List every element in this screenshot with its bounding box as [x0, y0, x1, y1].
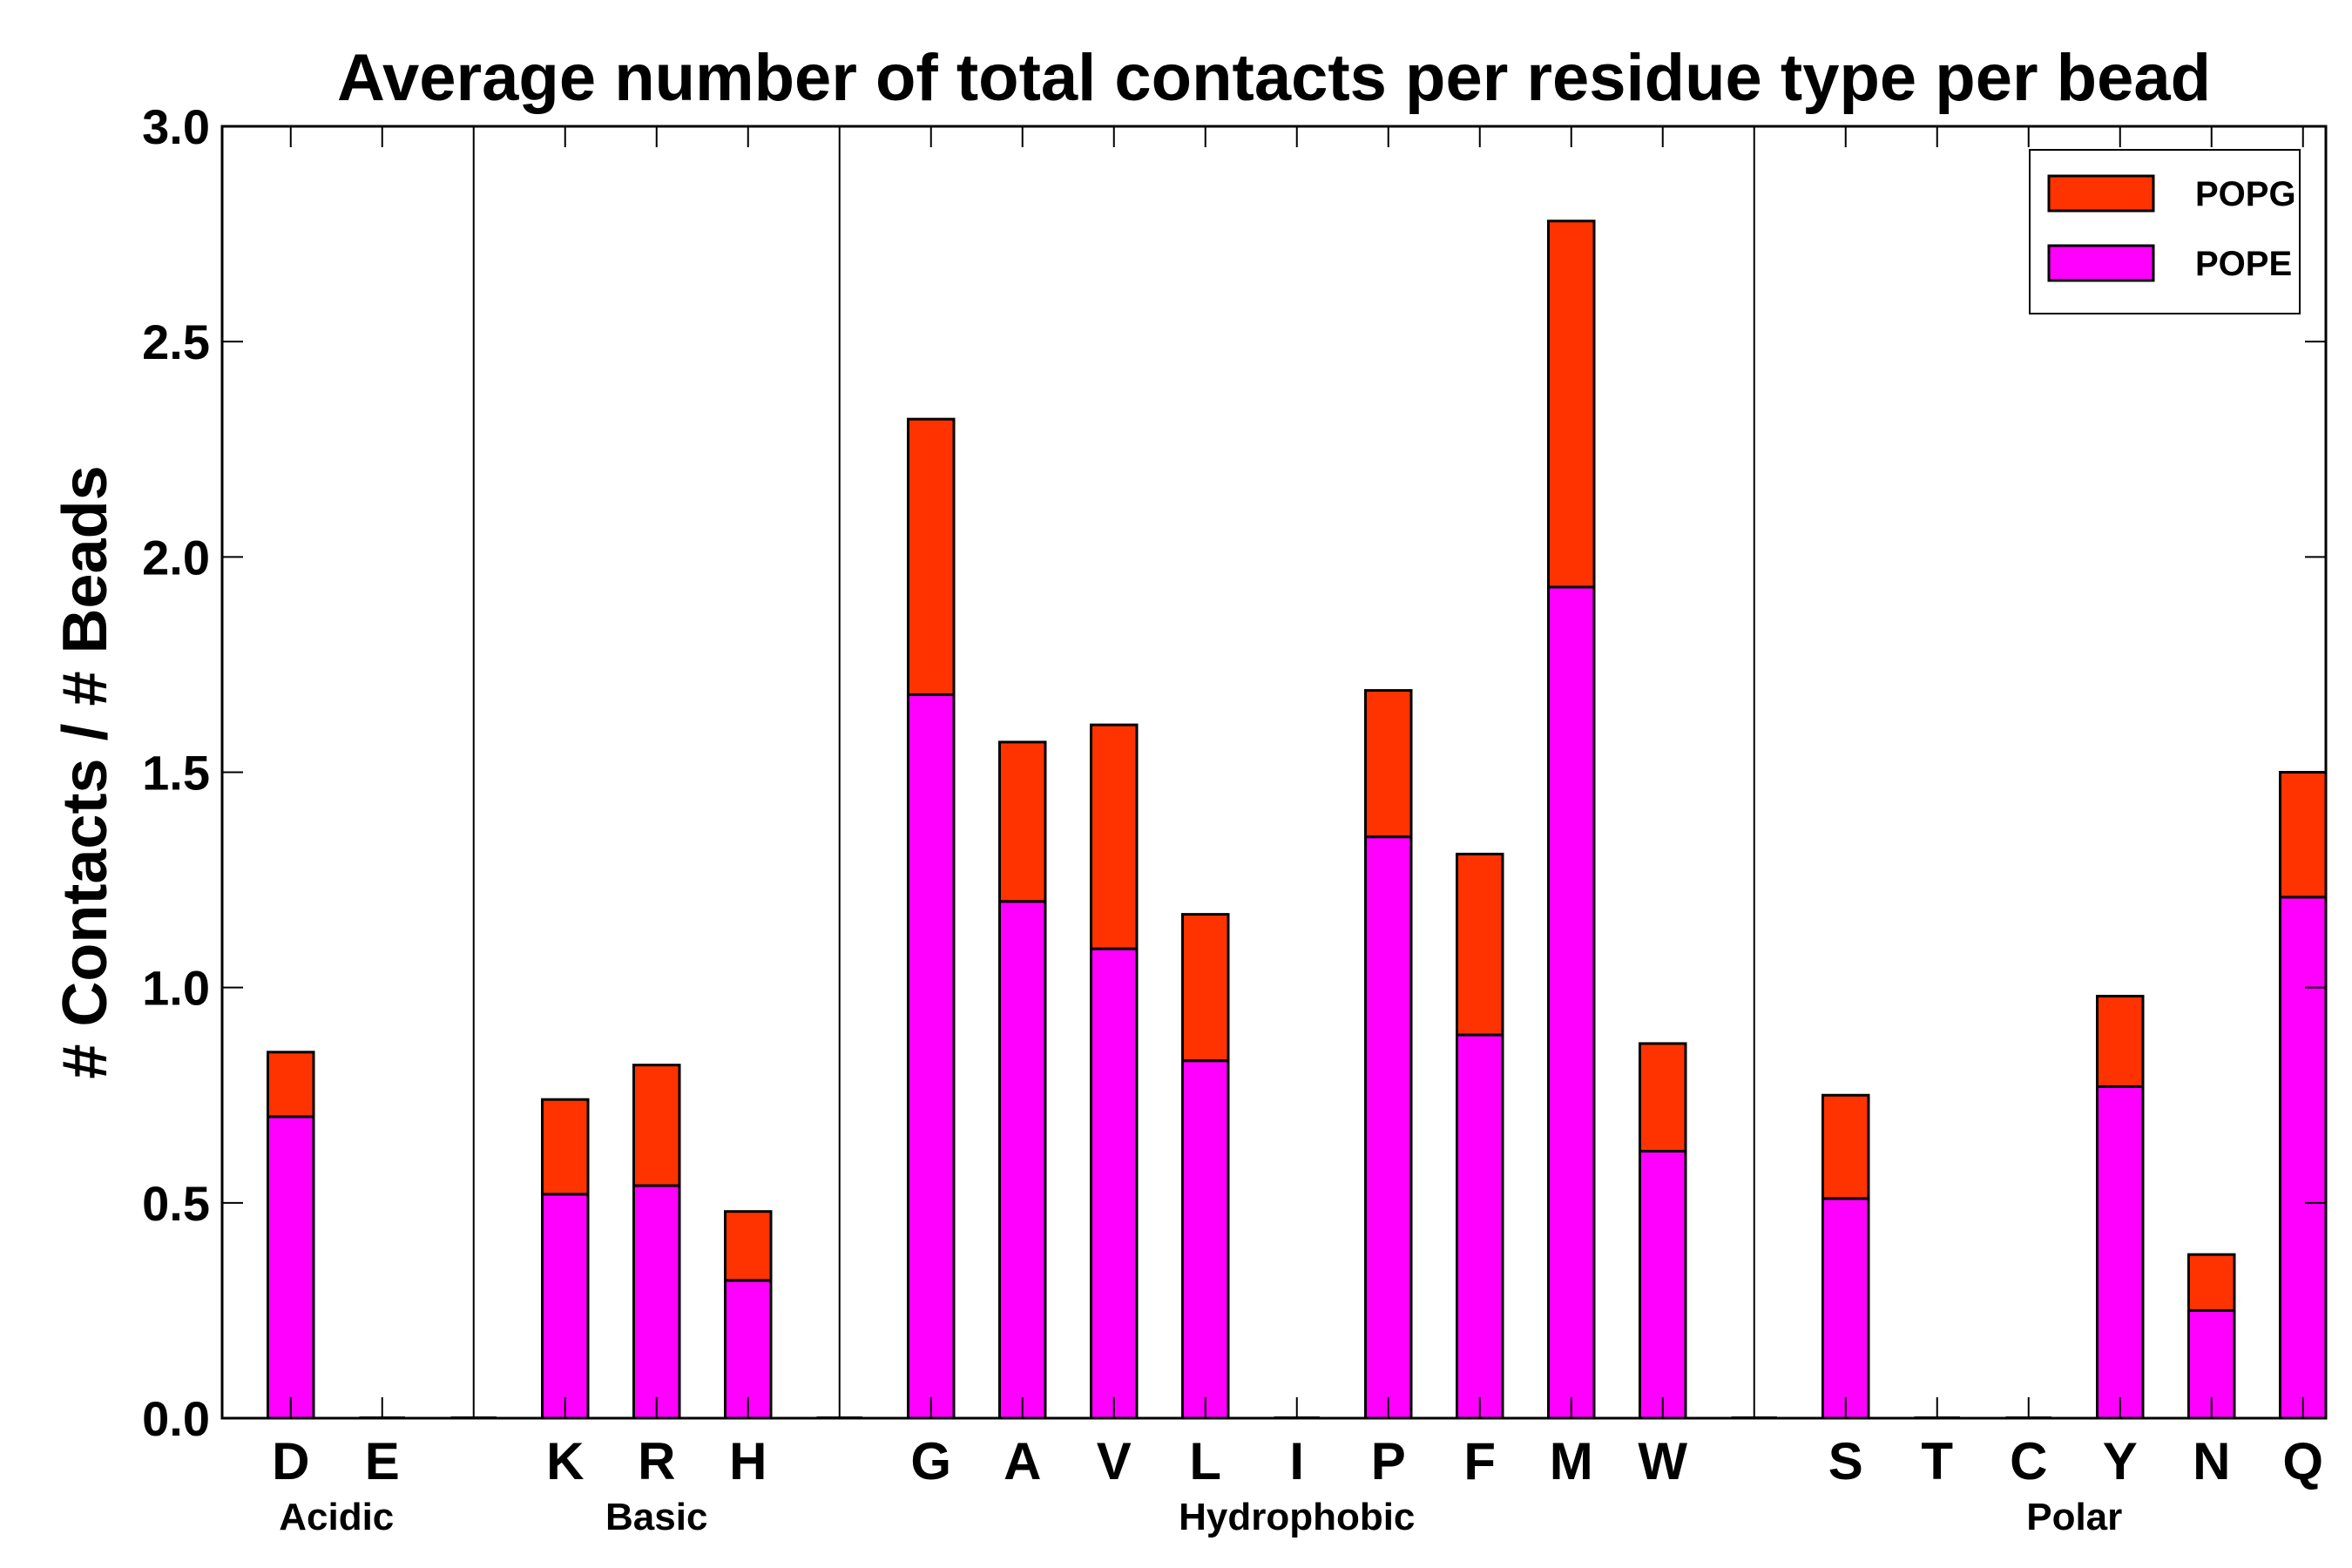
y-tick-label-0.5: 0.5 — [142, 1176, 210, 1231]
x-tick-label-Y: Y — [2103, 1432, 2138, 1490]
x-tick-label-G: G — [910, 1432, 951, 1490]
x-tick-label-P: P — [1371, 1432, 1406, 1490]
y-tick-label-1.0: 1.0 — [142, 961, 210, 1016]
bar-popg-Y — [2096, 995, 2145, 1088]
x-tick-label-C: C — [2010, 1432, 2047, 1490]
bar-popg-M — [1547, 220, 1596, 589]
bar-pope-L — [1181, 1059, 1230, 1420]
x-tick-label-F: F — [1463, 1432, 1496, 1490]
bar-pope-K — [541, 1193, 590, 1420]
group-label-basic: Basic — [605, 1496, 707, 1538]
bar-pope-P — [1364, 835, 1413, 1420]
x-tick-label-Q: Q — [2282, 1432, 2323, 1490]
legend-label-popg: POPG — [2195, 175, 2296, 213]
bar-popg-N — [2187, 1253, 2236, 1312]
y-axis-label: # Contacts / # Beads — [51, 465, 120, 1078]
legend-swatch-popg — [2047, 174, 2155, 213]
bar-popg-D — [267, 1051, 315, 1119]
y-tick-label-3.0: 3.0 — [142, 99, 210, 154]
legend-label-pope: POPE — [2195, 245, 2292, 283]
x-tick-label-D: D — [272, 1432, 309, 1490]
bar-popg-H — [724, 1210, 773, 1282]
bar-popg-S — [1821, 1093, 1870, 1200]
x-tick-label-M: M — [1550, 1432, 1593, 1490]
x-tick-label-I: I — [1289, 1432, 1304, 1490]
bar-popg-R — [632, 1064, 681, 1187]
bar-popg-L — [1181, 913, 1230, 1063]
x-tick-label-T: T — [1921, 1432, 1953, 1490]
group-label-polar: Polar — [2026, 1496, 2122, 1538]
bar-popg-V — [1090, 723, 1139, 950]
bar-pope-F — [1456, 1033, 1504, 1420]
group-label-hydrophobic: Hydrophobic — [1179, 1496, 1415, 1538]
bar-pope-Y — [2096, 1085, 2145, 1420]
x-tick-label-V: V — [1097, 1432, 1132, 1490]
x-tick-label-E: E — [365, 1432, 400, 1490]
x-tick-label-S: S — [1828, 1432, 1863, 1490]
x-tick-label-W: W — [1638, 1432, 1687, 1490]
bar-pope-H — [724, 1279, 773, 1420]
x-tick-label-A: A — [1004, 1432, 1041, 1490]
legend: POPG POPE — [2029, 149, 2301, 314]
bar-pope-D — [267, 1115, 315, 1420]
bar-pope-R — [632, 1184, 681, 1420]
bar-popg-K — [541, 1098, 590, 1196]
bar-popg-P — [1364, 689, 1413, 839]
bar-popg-G — [907, 417, 956, 697]
chart-title: Average number of total contacts per res… — [337, 41, 2211, 115]
plot-area: D E K R H G A V L I P F M W S T C Y N Q 0.0 0.5 1.0 1.5 2.0 2.5 3.… — [142, 99, 2328, 1538]
bar-pope-A — [998, 900, 1047, 1420]
bar-pope-M — [1547, 585, 1596, 1420]
axes-frame — [220, 125, 2328, 1420]
x-tick-label-R: R — [638, 1432, 675, 1490]
bar-popg-W — [1639, 1042, 1687, 1153]
bar-pope-Q — [2279, 896, 2328, 1420]
bar-pope-W — [1639, 1150, 1687, 1420]
bar-popg-A — [998, 740, 1047, 903]
y-tick-label-0.0: 0.0 — [142, 1391, 210, 1446]
y-tick-label-1.5: 1.5 — [142, 746, 210, 801]
legend-swatch-pope — [2047, 244, 2155, 282]
group-label-acidic: Acidic — [279, 1496, 394, 1538]
bar-popg-F — [1456, 852, 1504, 1037]
bar-popg-Q — [2279, 771, 2328, 899]
bar-pope-G — [907, 693, 956, 1420]
y-tick-label-2.0: 2.0 — [142, 530, 210, 585]
bar-pope-S — [1821, 1197, 1870, 1420]
x-tick-label-K: K — [546, 1432, 584, 1490]
x-tick-label-H: H — [729, 1432, 767, 1490]
bar-pope-V — [1090, 947, 1139, 1420]
y-tick-label-2.5: 2.5 — [142, 314, 210, 369]
x-tick-label-N: N — [2193, 1432, 2230, 1490]
x-tick-label-L: L — [1189, 1432, 1221, 1490]
